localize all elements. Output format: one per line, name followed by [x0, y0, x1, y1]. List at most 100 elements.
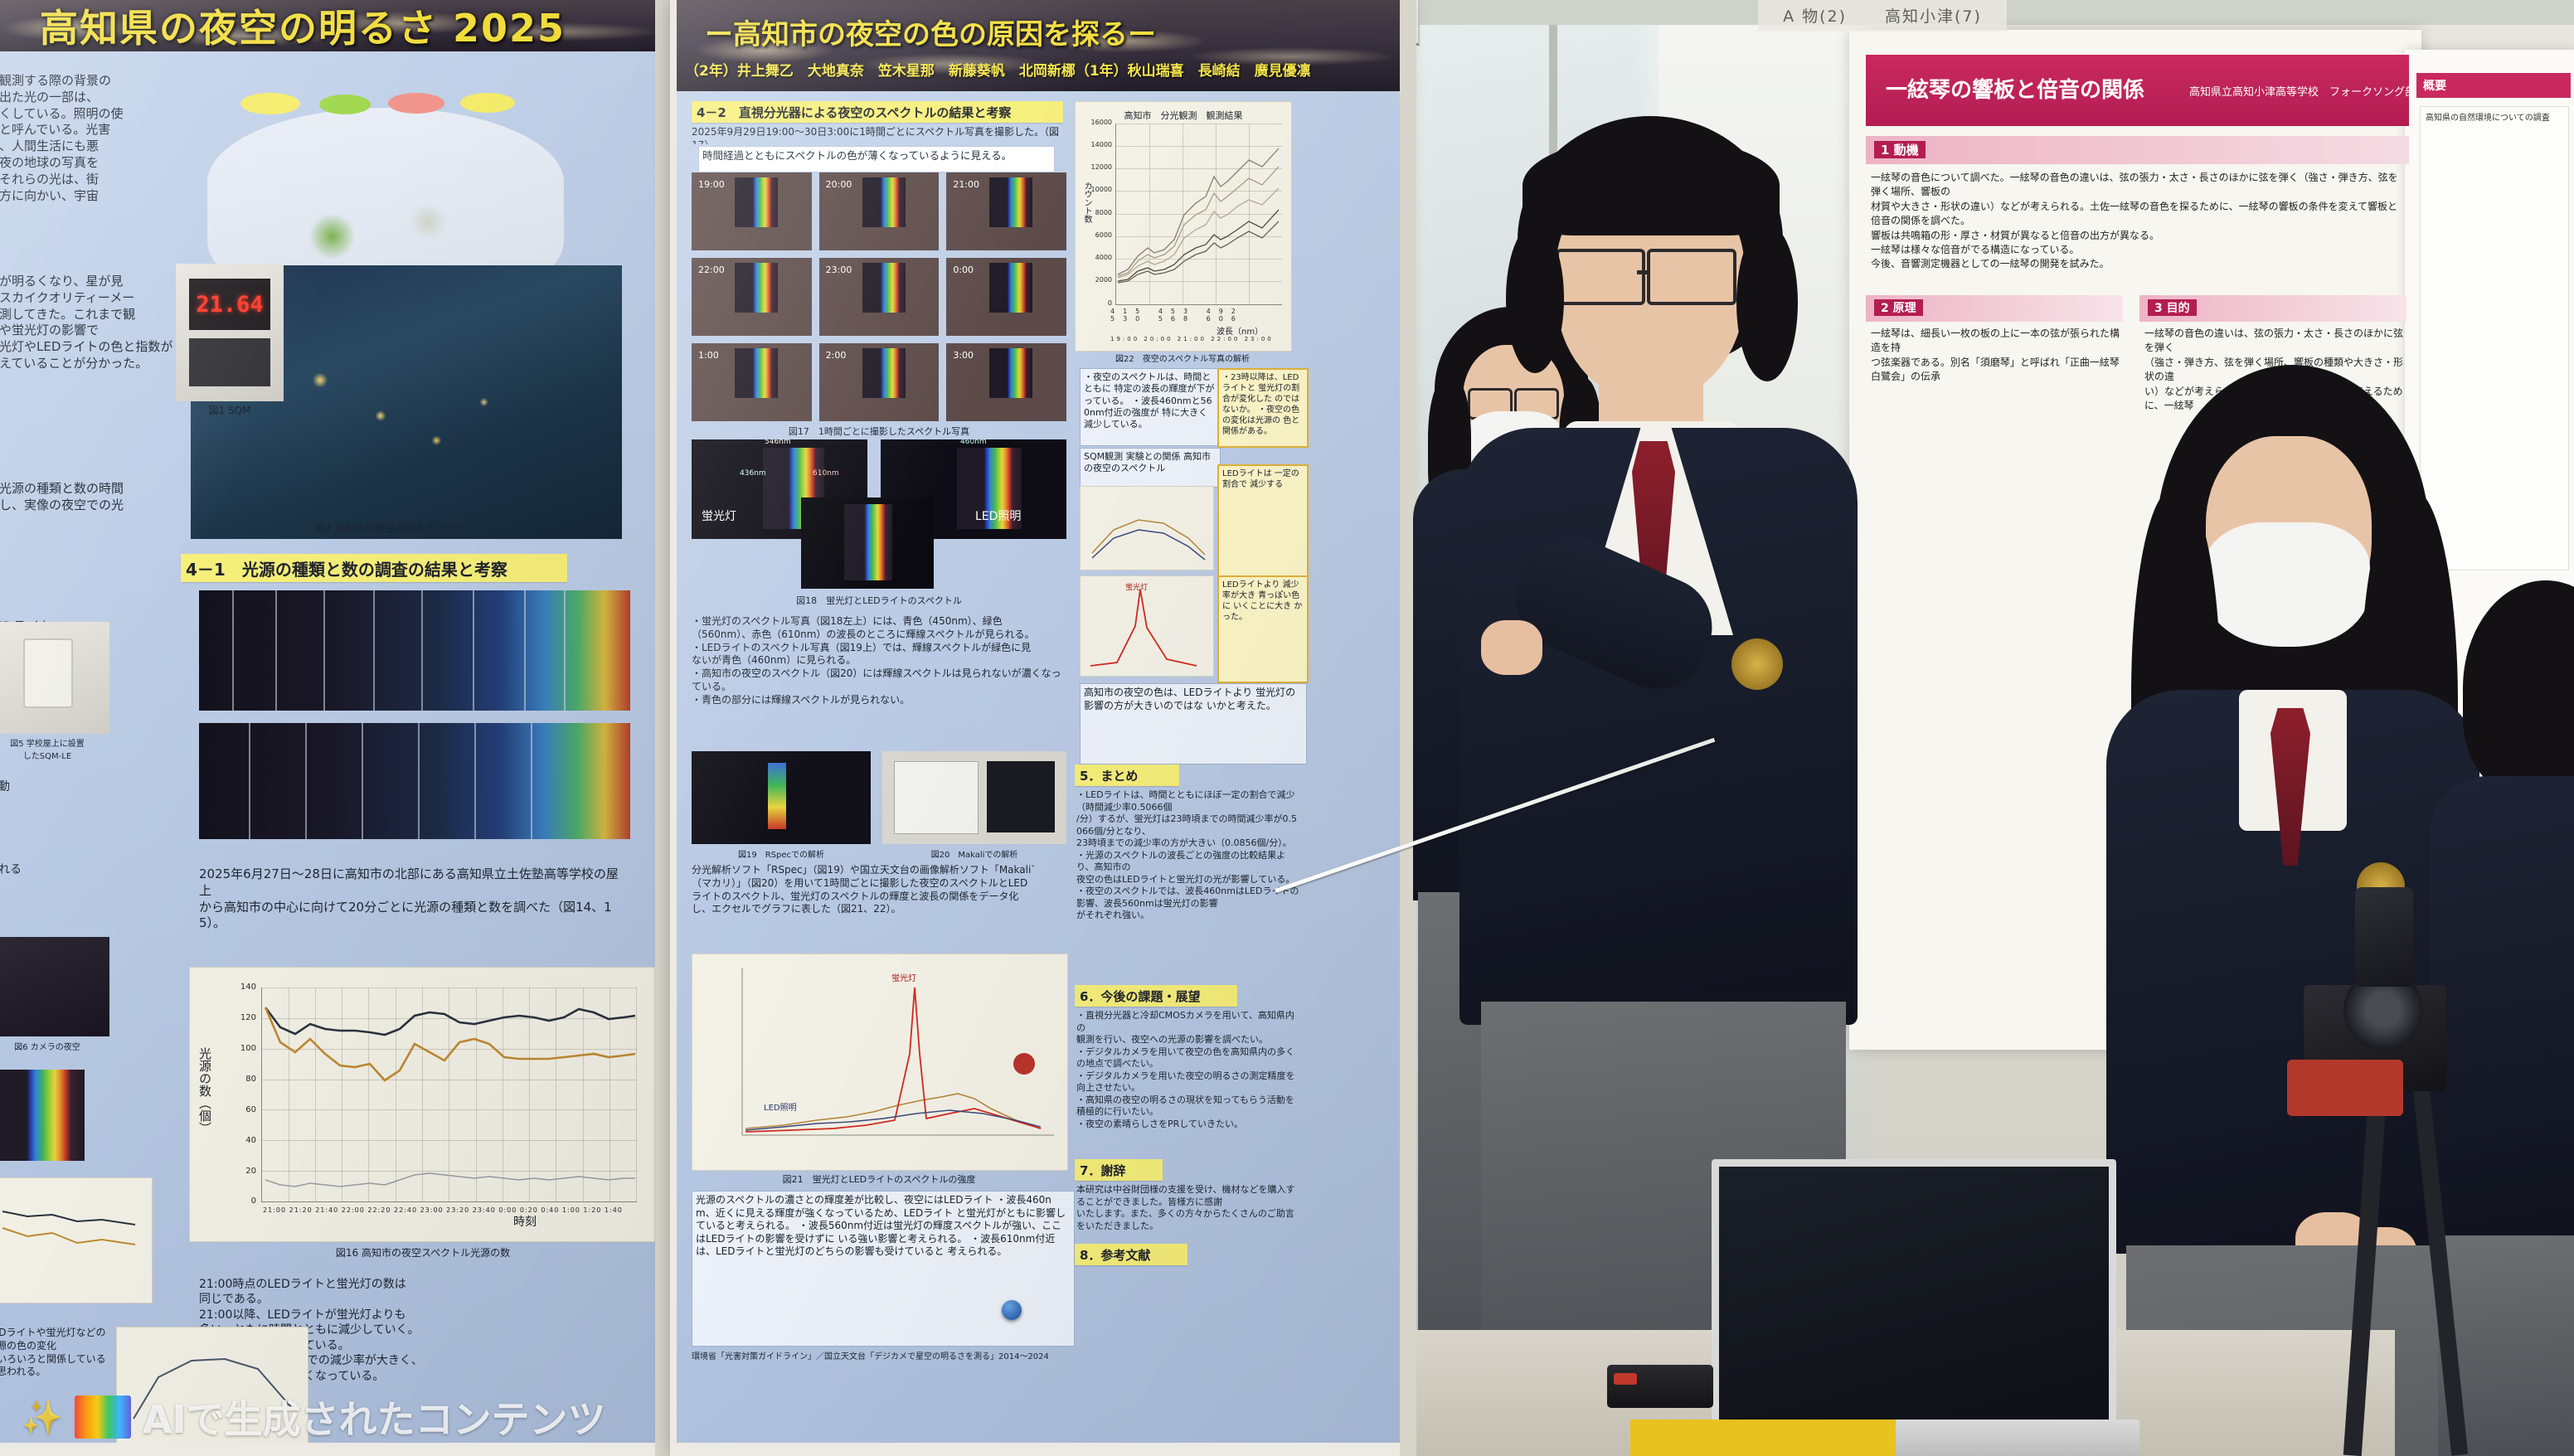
spectrum-time-label: 1:00: [698, 350, 719, 361]
chart-annot-led: LED照明: [764, 1104, 797, 1113]
small-spectrum-photo: [0, 1070, 85, 1161]
poster-left-side-text-3: 影: [0, 908, 95, 929]
poster-center-conclusion-box: 光源のスペクトルの濃さとの輝度差が比較し、夜空にはLEDライト ・波長460nm…: [692, 1191, 1075, 1347]
wavelength-label: 610nm: [813, 469, 839, 478]
glasses-icon: [1556, 249, 1645, 305]
spectrum-chart-ylabel: カウント数: [1082, 182, 1091, 223]
small-chart-left-2: [116, 1327, 308, 1443]
spectrum-cell: 0:00: [946, 258, 1066, 336]
spectrum-chart-plot: [1115, 124, 1282, 305]
poster-right-section-label: 1 動機: [1874, 141, 1926, 158]
poster-center-analysis-text: 分光解析ソフト「RSpec」（図19）や国立天文台の画像解析ソフト「Makali…: [692, 864, 1037, 915]
poster-center-section-7: 7．謝辞: [1075, 1159, 1163, 1181]
poster-pin: [1002, 1300, 1022, 1320]
poster-left-fig16-caption: 図16 高知市の夜空スペクトル光源の数: [335, 1247, 511, 1259]
poster-center-body-8: 環境省「光害対策ガイドライン」／国立天文台「デジカメで星空の明るさを測る」201…: [692, 1352, 1049, 1361]
camera-top: [2355, 887, 2413, 987]
poster-far-right-title: 概要: [2423, 80, 2446, 93]
makali-analysis-photo: [882, 751, 1066, 844]
lamp-intensity-chart: 蛍光灯 LED照明: [692, 954, 1068, 1171]
spectrum-cell: 1:00: [692, 343, 812, 421]
chart-y-axis-label: 光源の数（個）: [197, 1047, 212, 1134]
poster-center-note-1: SQM観測 実験との関係 高知市の夜空のスペクトル: [1080, 448, 1221, 488]
chart-series-svg: [264, 1007, 636, 1187]
poster-center-body-42: 2025年9月29日19:00～30日3:00に1時間ごとにスペクトル写真を撮影…: [692, 126, 1060, 144]
spectrum-photo-grid: 19:00 20:00 21:00 22:00 23:00 0:00: [692, 172, 1066, 421]
poster-center-note-3: 高知市の夜空の色は、LEDライトより 蛍光灯の影響の方が大きいのではな いかと考…: [1080, 683, 1307, 764]
poster-center-body-5: ・LEDライトは、時間とともにほぼ一定の割合で減少（時間減少率0.5066個 /…: [1076, 789, 1299, 922]
poster-center-section-5: 5．まとめ: [1075, 764, 1179, 786]
poster-left-intro2: 空が明るくなり、星が見 でスカイクオリティーメー 観測してきた。これまで観 トや…: [0, 274, 173, 371]
sign-a-left: A 物(2): [1783, 7, 1848, 26]
mini-chart-center-2: 蛍光灯: [1080, 575, 1214, 677]
night-sky-spectrum-photo: [801, 497, 934, 589]
poster-center-title-band: ー高知市の夜空の色の原因を探るー （2年）井上舞乙 大地真奈 笠木星那 新藤葵帆…: [677, 0, 1400, 91]
spectrum-cell: 20:00: [818, 172, 940, 250]
poster-center-body-7: 本研究は中谷財団様の支援を受け、機材などを購入することができました。皆様方に感謝…: [1076, 1184, 1295, 1231]
poster-left-figside2-caption: 図6 カメラの夜空: [14, 1043, 80, 1052]
spectrum-time-label: 2:00: [825, 350, 847, 361]
poster-right-section-label-3: 3 目的: [2148, 299, 2197, 316]
sqm-le-photo: [0, 622, 109, 734]
chart-x-axis-label: 時刻: [513, 1216, 537, 1229]
poster-right-section-bar-3: 3 目的: [2139, 295, 2406, 322]
spectrum-chart-title: 高知市 分光観測 観測結果: [1124, 110, 1243, 121]
school-emblem-icon: [1731, 638, 1783, 690]
poster-center-section-6: 6．今後の課題・展望: [1075, 985, 1237, 1007]
led-spectrum-photo: 460nm: [881, 439, 1066, 539]
illus-tag-1: [240, 93, 300, 114]
poster-left-fig4-caption: 図4 高知県の夜空の明るさマップ: [315, 522, 464, 534]
spectrum-time-label: 23:00: [825, 265, 852, 275]
spectrum-time-label: 21:00: [953, 179, 980, 190]
poster-center-fig20-caption: 図20 Makaliでの解析: [930, 851, 1018, 860]
poster-left-intro: を観測する際の背景の に出た光の一部は、 るくしている。照明の使 」と呼んでいる…: [0, 73, 124, 203]
glasses-icon: [1647, 249, 1736, 305]
poster-center-note-2: ・23時以降は、LEDライトと 蛍光灯の割合が変化した のではないか。 ・夜空の…: [1217, 368, 1309, 448]
poster-left-title: 高知県の夜空の明るさ 2025: [40, 6, 566, 51]
poster-divider-right: [1400, 0, 1416, 1456]
poster-center-fig17-caption: 図17 1時間ごとに撮影したスペクトル写真: [788, 426, 970, 437]
illus-tag-2: [319, 95, 371, 114]
remote-device[interactable]: [1607, 1365, 1713, 1408]
label-fluorescent: 蛍光灯: [702, 510, 736, 523]
poster-left-body-41: 2025年6月27日～28日に高知市の北部にある高知県立土佐塾高等学校の屋上 か…: [199, 866, 619, 933]
laptop-screen[interactable]: [1712, 1159, 2116, 1441]
poster-left-figside-caption: 図5 学校屋上に設置 したSQM-LE: [10, 740, 85, 761]
poster-center: ー高知市の夜空の色の原因を探るー （2年）井上舞乙 大地真奈 笠木星那 新藤葵帆…: [677, 0, 1400, 1443]
yellow-label-strip: [1630, 1420, 1896, 1456]
poster-center-note-4: LEDライトより 減少率が大き 青っぽい色に いくことに大き かった。: [1217, 575, 1309, 683]
spectrum-time-label: 3:00: [953, 350, 974, 361]
light-source-count-chart: 光源の数（個） 時刻 140 120: [189, 967, 655, 1242]
rspec-analysis-photo: [692, 751, 871, 844]
poster-right-body-2: 一絃琴は、細長い一枚の板の上に一本の弦が張られた構造を持 つ弦楽器である。別名「…: [1871, 328, 2120, 383]
poster-divider-left: [655, 0, 673, 1456]
mini-chart-center-1: [1080, 486, 1214, 570]
label-led: LED照明: [975, 510, 1022, 523]
wavelength-label: 436nm: [740, 469, 766, 478]
wavelength-label: 546nm: [765, 439, 791, 446]
poster-left-note3: LEDライトや蛍光灯などの光源の色の変化 がいろいろと関係していると思われる。: [0, 1327, 106, 1378]
poster-left-side-text-2: られる: [0, 863, 22, 876]
night-spectrum-photo-1: [199, 590, 630, 711]
spectrum-time-label: 0:00: [953, 265, 974, 275]
poster-right-title-band: 一絃琴の響板と倍音の関係 高知県立高知小津高等学校 フォークソング部 田村未来，…: [1866, 55, 2523, 126]
spectrum-time-label: 19:00: [698, 179, 725, 190]
overhead-sign-a: A 物(2) 高知小津(7): [1758, 0, 2007, 32]
chart-annot-fl: 蛍光灯: [891, 974, 916, 983]
poster-center-note-0: ・夜空のスペクトルは、時間とともに 特定の波長の輝度が下がっている。 ・波長46…: [1080, 368, 1221, 446]
illus-tag-4: [460, 93, 515, 113]
spectrum-cell: 21:00: [946, 172, 1066, 250]
poster-far-right-body: 高知県の自然環境についての調査: [2420, 106, 2569, 570]
spectrum-chart-xlabel: 波長（nm）: [1217, 328, 1264, 337]
poster-center-authors: （2年）井上舞乙 大地真奈 笠木星那 新藤葵帆 北岡新梛（1年）秋山瑞喜 長崎結…: [685, 63, 1311, 80]
poster-center-led-box: LEDライトは 一定の割合で 減少する: [1217, 464, 1309, 577]
person-student-far-right: [2430, 580, 2574, 1456]
poster-center-fig18-caption: 図18 蛍光灯とLEDライトのスペクトル: [796, 595, 962, 606]
night-sky-spectrum-chart: 高知市 分光観測 観測結果 カウント数 波長（nm） 16000 14: [1075, 101, 1292, 352]
mini-chart-annot-fl: 蛍光灯: [1125, 584, 1149, 592]
face-mask: [2204, 522, 2370, 647]
spectrum-cell: 3:00: [946, 343, 1066, 421]
poster-right-section-bar-2: 2 原理: [1866, 295, 2123, 322]
poster-center-callout-42: 時間経過とともにスペクトルの色が薄くなっているように見える。: [698, 146, 1055, 172]
poster-right-body-1: 一絃琴の音色について調べた。一絃琴の音色の違いは、弦の張力・太さ・長さのほかに弦…: [1871, 172, 2398, 270]
